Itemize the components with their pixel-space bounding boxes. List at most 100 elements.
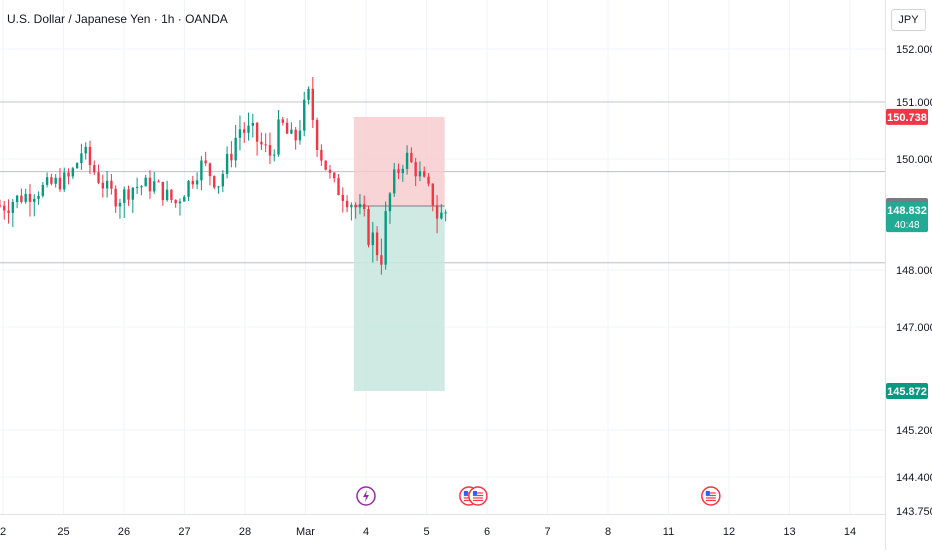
candle-body — [135, 186, 139, 188]
candle-body — [50, 177, 53, 184]
candle-body — [157, 181, 160, 183]
candle-body — [294, 129, 297, 141]
candle-body — [307, 88, 310, 100]
candle-body — [251, 122, 255, 126]
candle-body — [260, 141, 263, 145]
x-tick-label: 26 — [118, 526, 130, 538]
candle-body — [105, 180, 109, 189]
candle-body — [333, 172, 336, 179]
lightning-glyph — [363, 490, 369, 502]
x-tick-label: 7 — [544, 526, 550, 538]
candle-body — [285, 122, 289, 134]
candle-body — [54, 177, 57, 184]
price-badge — [886, 383, 928, 399]
candle-body — [170, 189, 173, 200]
candle-body — [320, 150, 323, 161]
candle-body — [84, 146, 87, 154]
candle-body — [311, 88, 315, 120]
x-tick-label: 11 — [663, 526, 674, 538]
candle-body — [183, 196, 186, 202]
candle-body — [213, 176, 216, 188]
candle-body — [7, 210, 10, 213]
candle-body — [273, 154, 276, 156]
candle-body — [303, 99, 306, 131]
candle-body — [440, 212, 443, 219]
candle-body — [75, 163, 79, 169]
candle-body — [88, 146, 92, 166]
candle-body — [324, 160, 327, 170]
candle-body — [58, 177, 62, 190]
candle-body — [328, 169, 332, 173]
candle-body — [384, 211, 387, 265]
candle-body — [217, 186, 220, 188]
x-tick-label: 14 — [844, 526, 856, 538]
candle-body — [427, 176, 430, 184]
candle-body — [123, 189, 126, 203]
y-tick-label: 145.200 — [896, 425, 932, 437]
candle-body — [200, 160, 203, 181]
y-tick-label: 150.000 — [896, 154, 932, 166]
candle-body — [221, 173, 225, 187]
y-tick-label: 144.400 — [896, 472, 932, 484]
candle-body — [350, 204, 353, 208]
candle-body — [405, 152, 409, 169]
x-tick-label: 13 — [783, 526, 795, 538]
candle-body — [37, 195, 40, 199]
candle-body — [165, 189, 169, 201]
candle-body — [28, 193, 32, 202]
candle-body — [118, 202, 122, 207]
price-badge-label: 148.832 — [887, 205, 927, 217]
candle-body — [41, 184, 45, 196]
price-badge — [886, 202, 928, 233]
candle-body — [93, 165, 96, 173]
candle-body — [114, 188, 117, 207]
candle-body — [337, 178, 340, 196]
candle-body — [401, 168, 405, 174]
y-tick-label: 152.000 — [896, 44, 932, 56]
candle-body — [225, 153, 229, 174]
candle-body — [33, 198, 36, 202]
candle-body — [298, 130, 302, 141]
candle-body — [247, 125, 250, 133]
candle-body — [354, 204, 357, 208]
candle-body — [414, 162, 417, 177]
flag-canton — [463, 491, 468, 495]
candle-body — [380, 255, 383, 265]
countdown-label: 40:48 — [894, 220, 919, 231]
flag-canton — [472, 491, 477, 495]
candle-body — [71, 168, 75, 177]
x-tick-label: 27 — [178, 526, 190, 538]
candle-body — [277, 119, 280, 155]
candle-body — [191, 180, 195, 185]
candle-body — [195, 180, 199, 185]
candle-body — [358, 204, 362, 208]
candle-body — [97, 172, 100, 183]
candle-body — [230, 153, 233, 161]
y-tick-label: 147.000 — [896, 322, 932, 334]
candle-body — [131, 187, 135, 200]
candle-body — [20, 195, 23, 202]
x-tick-label: 4 — [363, 526, 369, 538]
candle-body — [110, 180, 113, 189]
candle-body — [341, 195, 345, 201]
x-tick-label: 12 — [723, 526, 735, 538]
candle-body — [397, 169, 400, 174]
price-badge-label: 145.872 — [887, 386, 927, 398]
candle-body — [208, 163, 212, 177]
currency-button[interactable]: JPY — [891, 9, 926, 31]
stop-loss-zone[interactable] — [353, 116, 445, 206]
candle-body — [148, 177, 152, 192]
candle-body — [255, 122, 259, 142]
candle-body — [174, 199, 177, 204]
candle-body — [80, 153, 83, 164]
candle-body — [264, 144, 267, 146]
y-tick-label: 143.750 — [896, 506, 932, 518]
price-badge — [886, 108, 928, 125]
candle-body — [234, 137, 237, 161]
candle-body — [444, 212, 447, 214]
x-tick-label: Mar — [296, 526, 315, 538]
candle-body — [140, 186, 143, 188]
candle-body — [290, 129, 293, 134]
candle-body — [431, 183, 435, 206]
